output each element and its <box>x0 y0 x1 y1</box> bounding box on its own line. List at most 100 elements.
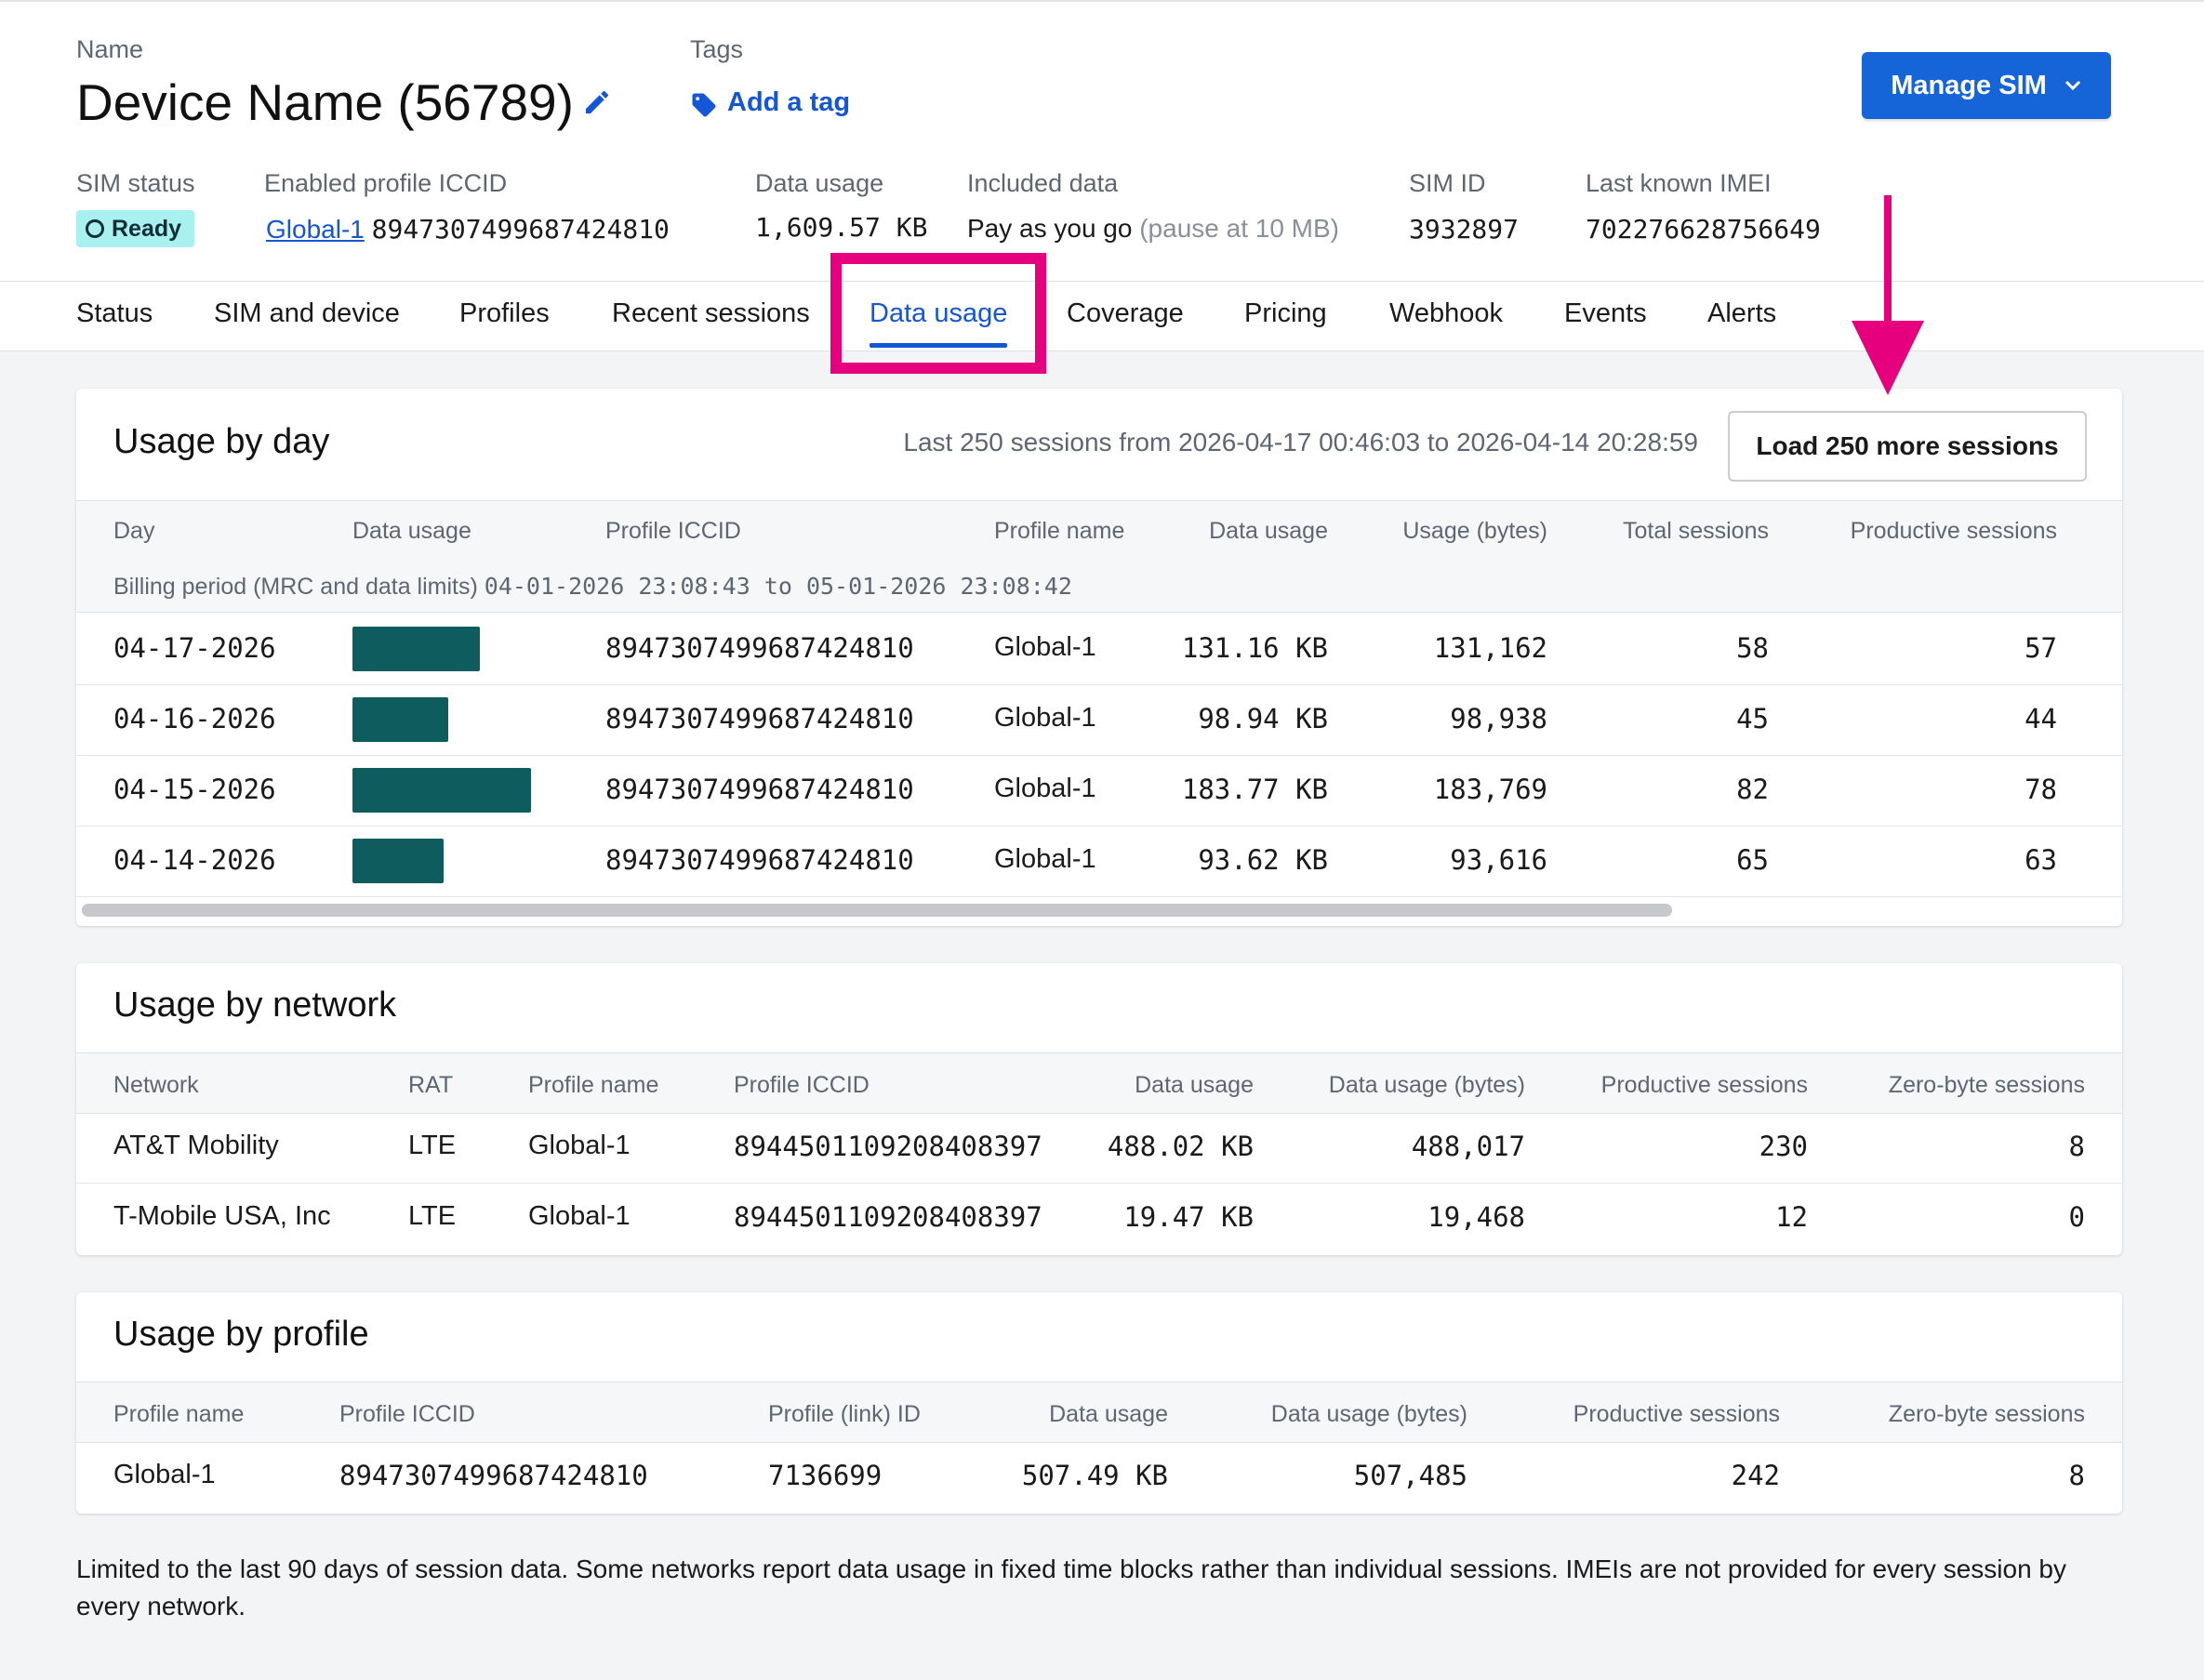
bytes-cell: 183,769 <box>1433 774 1547 805</box>
usage-by-profile-title: Usage by profile <box>113 1315 369 1354</box>
table-row: T-Mobile USA, Inc LTE Global-1 894450110… <box>76 1183 2122 1253</box>
tab-status[interactable]: Status <box>76 298 153 328</box>
col-profile-iccid: Profile ICCID <box>734 1072 870 1098</box>
usage-by-network-header: Network RAT Profile name Profile ICCID D… <box>76 1052 2122 1114</box>
usage-by-day-card: Usage by day Last 250 sessions from 2026… <box>76 389 2122 926</box>
tab-events[interactable]: Events <box>1564 298 1647 328</box>
day-cell: 04-16-2026 <box>113 703 276 734</box>
active-tab-underline <box>870 343 1007 348</box>
tab-sim-and-device[interactable]: SIM and device <box>214 298 400 328</box>
billing-period-range: 04-01-2026 23:08:43 to 05-01-2026 23:08:… <box>484 573 1072 600</box>
edit-name-pencil-icon[interactable] <box>582 87 612 117</box>
usage-by-network-title: Usage by network <box>113 986 397 1025</box>
col-profile-name: Profile name <box>528 1072 659 1098</box>
sim-status-value: Ready <box>112 215 182 242</box>
col-profile-name: Profile name <box>113 1401 245 1427</box>
iccid-cell: 8947307499687424810 <box>339 1460 648 1491</box>
iccid-cell: 8947307499687424810 <box>605 632 914 664</box>
profile-cell: Global-1 <box>994 844 1096 874</box>
usage-bar <box>352 839 444 883</box>
tab-recent-sessions[interactable]: Recent sessions <box>612 298 810 328</box>
tab-highlight-box <box>830 253 1046 374</box>
link-id-cell: 7136699 <box>768 1460 883 1491</box>
day-cell: 04-14-2026 <box>113 844 276 876</box>
productive-sessions-cell: 57 <box>2025 632 2057 664</box>
usage-cell: 93.62 KB <box>1198 844 1328 876</box>
tab-coverage[interactable]: Coverage <box>1067 298 1184 328</box>
usage-cell: 131.16 KB <box>1181 632 1328 664</box>
iccid-cell: 8944501109208408397 <box>734 1201 1042 1233</box>
bytes-cell: 507,485 <box>1353 1460 1467 1491</box>
tab-pricing[interactable]: Pricing <box>1244 298 1327 328</box>
table-row: 04-14-2026 8947307499687424810 Global-1 … <box>76 826 2122 897</box>
pointer-arrow-icon <box>1852 195 1924 395</box>
included-data-value: Pay as you go (pause at 10 MB) <box>967 214 1339 244</box>
profile-cell: Global-1 <box>994 774 1096 803</box>
col-profile-iccid: Profile ICCID <box>339 1401 475 1427</box>
bytes-cell: 131,162 <box>1433 632 1547 664</box>
profile-link[interactable]: Global-1 <box>266 215 365 244</box>
col-profile-name: Profile name <box>994 518 1125 544</box>
tab-webhook[interactable]: Webhook <box>1389 298 1503 328</box>
tab-profiles[interactable]: Profiles <box>459 298 550 328</box>
col-productive-sessions: Productive sessions <box>1600 1072 1808 1098</box>
iccid-cell: 8947307499687424810 <box>605 703 914 734</box>
sim-status-label: SIM status <box>76 169 195 197</box>
add-tag-link[interactable]: Add a tag <box>727 87 851 117</box>
day-cell: 04-15-2026 <box>113 774 276 805</box>
bytes-cell: 488,017 <box>1411 1131 1525 1162</box>
tags-label: Tags <box>690 35 744 63</box>
manage-sim-label: Manage SIM <box>1891 70 2047 100</box>
productive-sessions-cell: 63 <box>2025 844 2057 876</box>
col-profile-iccid: Profile ICCID <box>605 518 741 544</box>
usage-bar <box>352 768 531 813</box>
total-sessions-cell: 82 <box>1736 774 1769 805</box>
billing-period-row: Billing period (MRC and data limits) 04-… <box>76 558 2122 613</box>
table-row: 04-15-2026 8947307499687424810 Global-1 … <box>76 755 2122 827</box>
iccid-cell: 8947307499687424810 <box>605 844 914 876</box>
tab-alerts[interactable]: Alerts <box>1707 298 1777 328</box>
network-cell: T-Mobile USA, Inc <box>113 1201 331 1231</box>
col-data-usage-bytes: Data usage (bytes) <box>1270 1401 1467 1427</box>
col-productive-sessions: Productive sessions <box>1573 1401 1780 1427</box>
table-row: 04-17-2026 8947307499687424810 Global-1 … <box>76 614 2122 685</box>
rat-cell: LTE <box>408 1131 457 1160</box>
status-ring-icon <box>86 219 104 238</box>
data-usage-label: Data usage <box>755 169 884 197</box>
productive-sessions-cell: 230 <box>1759 1131 1808 1162</box>
sim-id-value: 3932897 <box>1409 214 1520 245</box>
zero-byte-sessions-cell: 8 <box>2068 1131 2085 1162</box>
usage-by-network-card: Usage by network Network RAT Profile nam… <box>76 963 2122 1255</box>
load-more-sessions-button[interactable]: Load 250 more sessions <box>1728 411 2087 482</box>
billing-period-text: Billing period (MRC and data limits) 04-… <box>113 573 1072 601</box>
profile-cell: Global-1 <box>113 1460 216 1489</box>
sim-status-badge: Ready <box>76 210 195 247</box>
total-sessions-cell: 65 <box>1736 844 1769 876</box>
manage-sim-button[interactable]: Manage SIM <box>1862 52 2111 119</box>
billing-period-label: Billing period (MRC and data limits) <box>113 574 478 600</box>
bytes-cell: 19,468 <box>1427 1201 1525 1233</box>
usage-bar <box>352 627 480 671</box>
col-zero-byte-sessions: Zero-byte sessions <box>1888 1072 2085 1098</box>
day-cell: 04-17-2026 <box>113 632 276 664</box>
col-network: Network <box>113 1072 199 1098</box>
iccid-cell: 8947307499687424810 <box>605 774 914 805</box>
iccid-label: Enabled profile ICCID <box>264 169 508 197</box>
profile-cell: Global-1 <box>994 703 1096 733</box>
imei-label: Last known IMEI <box>1586 169 1772 197</box>
profile-cell: Global-1 <box>528 1201 631 1231</box>
usage-cell: 19.47 KB <box>1123 1201 1254 1233</box>
table-row: Global-1 8947307499687424810 7136699 507… <box>76 1441 2122 1512</box>
session-range-text: Last 250 sessions from 2026-04-17 00:46:… <box>903 428 1698 456</box>
footer-note: Limited to the last 90 days of session d… <box>76 1554 2066 1620</box>
col-usage-bytes: Usage (bytes) <box>1402 518 1547 544</box>
zero-byte-sessions-cell: 8 <box>2068 1460 2085 1491</box>
col-zero-byte-sessions: Zero-byte sessions <box>1888 1401 2085 1427</box>
zero-byte-sessions-cell: 0 <box>2068 1201 2085 1233</box>
col-data-usage-bar: Data usage <box>352 518 471 544</box>
network-cell: AT&T Mobility <box>113 1131 279 1160</box>
horizontal-scrollbar[interactable] <box>82 904 1672 917</box>
tab-data-usage[interactable]: Data usage <box>870 298 1008 328</box>
rat-cell: LTE <box>408 1201 457 1231</box>
imei-value: 702276628756649 <box>1586 214 1821 245</box>
